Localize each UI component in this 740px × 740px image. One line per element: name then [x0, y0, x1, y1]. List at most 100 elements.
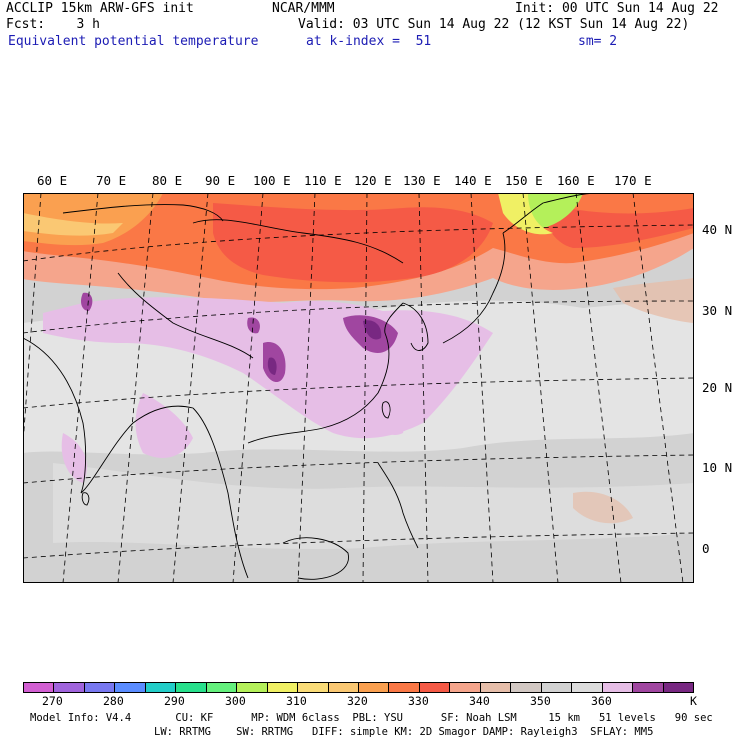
colorbar-tick-label: 270 [42, 694, 63, 708]
lon-label: 170 E [614, 173, 652, 188]
border-china-west [117, 272, 254, 359]
model-title: ACCLIP 15km ARW-GFS init [6, 1, 194, 16]
lon-label: 110 E [304, 173, 342, 188]
coastline-india [23, 337, 194, 494]
init-time: Init: 00 UTC Sun 14 Aug 22 [515, 1, 719, 16]
coastline-borneo [282, 537, 349, 580]
lat-label: 30 N [702, 303, 733, 318]
colorbar-tick-label: 300 [225, 694, 246, 708]
coastline-philippines [377, 462, 419, 549]
graticule-lat-40 [23, 224, 694, 262]
colorbar-swatch [389, 683, 420, 692]
colorbar-tick-label: 350 [530, 694, 551, 708]
colorbar-swatch [267, 683, 299, 692]
smoothing-label: sm= 2 [578, 34, 618, 49]
colorbar-swatch [633, 683, 664, 692]
graticule-lon [62, 193, 99, 583]
level-label: at k-index = 51 [306, 34, 432, 49]
colorbar-swatch [115, 683, 146, 692]
dark-purple-core [267, 357, 277, 375]
lon-label: 130 E [403, 173, 441, 188]
graticule-lon [575, 193, 622, 583]
graticule-lon [632, 193, 684, 583]
lon-label: 160 E [557, 173, 595, 188]
warm-band-core [543, 203, 694, 248]
coastline-japan [442, 232, 506, 344]
border-kazakh [62, 204, 224, 222]
field-name: Equivalent potential temperature [8, 34, 259, 49]
colorbar-swatch [206, 683, 238, 692]
graticule-lat-10 [23, 454, 694, 484]
colorbar-tick-label: 280 [103, 694, 124, 708]
colorbar-swatch [298, 683, 329, 692]
forecast-hour: Fcst: 3 h [6, 17, 100, 32]
lat-label: 0 [702, 541, 710, 556]
colorbar-tick-label: 340 [469, 694, 490, 708]
lon-label: 120 E [354, 173, 392, 188]
colorbar-tick-label: 290 [164, 694, 185, 708]
color-bar [23, 682, 694, 693]
coastline-taiwan [381, 401, 391, 419]
colorbar-swatch [237, 683, 268, 692]
lat-label: 10 N [702, 460, 733, 475]
graticule-lon [172, 193, 209, 583]
graticule-lat-20 [23, 377, 694, 409]
graticule-lat-0 [23, 532, 694, 559]
colorbar-swatch [24, 683, 55, 692]
colorbar-tick-label: 320 [347, 694, 368, 708]
lon-label: 140 E [454, 173, 492, 188]
graticule-lon [297, 193, 316, 583]
model-info-line2: LW: RRTMG SW: RRTMG DIFF: simple KM: 2D … [154, 726, 654, 738]
yellow-strip [23, 213, 123, 236]
green-patch [522, 193, 583, 228]
graticule-lon [232, 193, 264, 583]
coastline-china [247, 302, 404, 444]
graticule-lon [418, 193, 429, 583]
lavender-field [135, 393, 193, 458]
lat-label: 20 N [702, 380, 733, 395]
tan-patch [613, 278, 694, 323]
colorbar-swatch [176, 683, 207, 692]
lon-label: 100 E [253, 173, 291, 188]
colorbar-swatch [419, 683, 451, 692]
colorbar-swatch [572, 683, 603, 692]
graticule-lon [23, 193, 42, 450]
graticule-lon [470, 193, 494, 583]
colorbar-swatch [511, 683, 542, 692]
model-info-line1: Model Info: V4.4 CU: KF MP: WDM 6class P… [30, 712, 713, 724]
lon-label: 60 E [37, 173, 68, 188]
purple-core [81, 292, 93, 311]
colorbar-swatch [145, 683, 177, 692]
graticule-lon [362, 193, 368, 583]
center-label: NCAR/MMM [272, 1, 335, 16]
colorbar-swatch [541, 683, 573, 692]
dark-purple-core [363, 320, 382, 340]
colorbar-swatch [602, 683, 634, 692]
warm-band-core [213, 203, 493, 283]
theta-e-map [23, 193, 694, 583]
valid-time: Valid: 03 UTC Sun 14 Aug 22 (12 KST Sun … [298, 17, 690, 32]
graticule-lat-30 [23, 300, 694, 334]
light-grey-band [53, 463, 694, 550]
colorbar-swatch [84, 683, 116, 692]
colorbar-tick-label: 360 [591, 694, 612, 708]
colorbar-tick-label: 330 [408, 694, 429, 708]
lon-label: 150 E [505, 173, 543, 188]
coastline-sri-lanka [81, 492, 90, 506]
coastline-russia [502, 193, 599, 234]
colorbar-swatch [480, 683, 512, 692]
colorbar-swatch [450, 683, 481, 692]
purple-core [247, 317, 260, 334]
graticule-lon [117, 193, 154, 583]
colorbar-swatch [358, 683, 390, 692]
colorbar-swatch [328, 683, 359, 692]
graticule-lon [522, 193, 559, 583]
yellow-patch [498, 193, 553, 235]
lat-label: 40 N [702, 222, 733, 237]
lon-label: 80 E [152, 173, 183, 188]
coastline-indochina [192, 407, 249, 579]
colorbar-swatch [54, 683, 85, 692]
lavender-field [358, 343, 406, 435]
lon-label: 70 E [96, 173, 127, 188]
colorbar-swatch [663, 683, 693, 692]
